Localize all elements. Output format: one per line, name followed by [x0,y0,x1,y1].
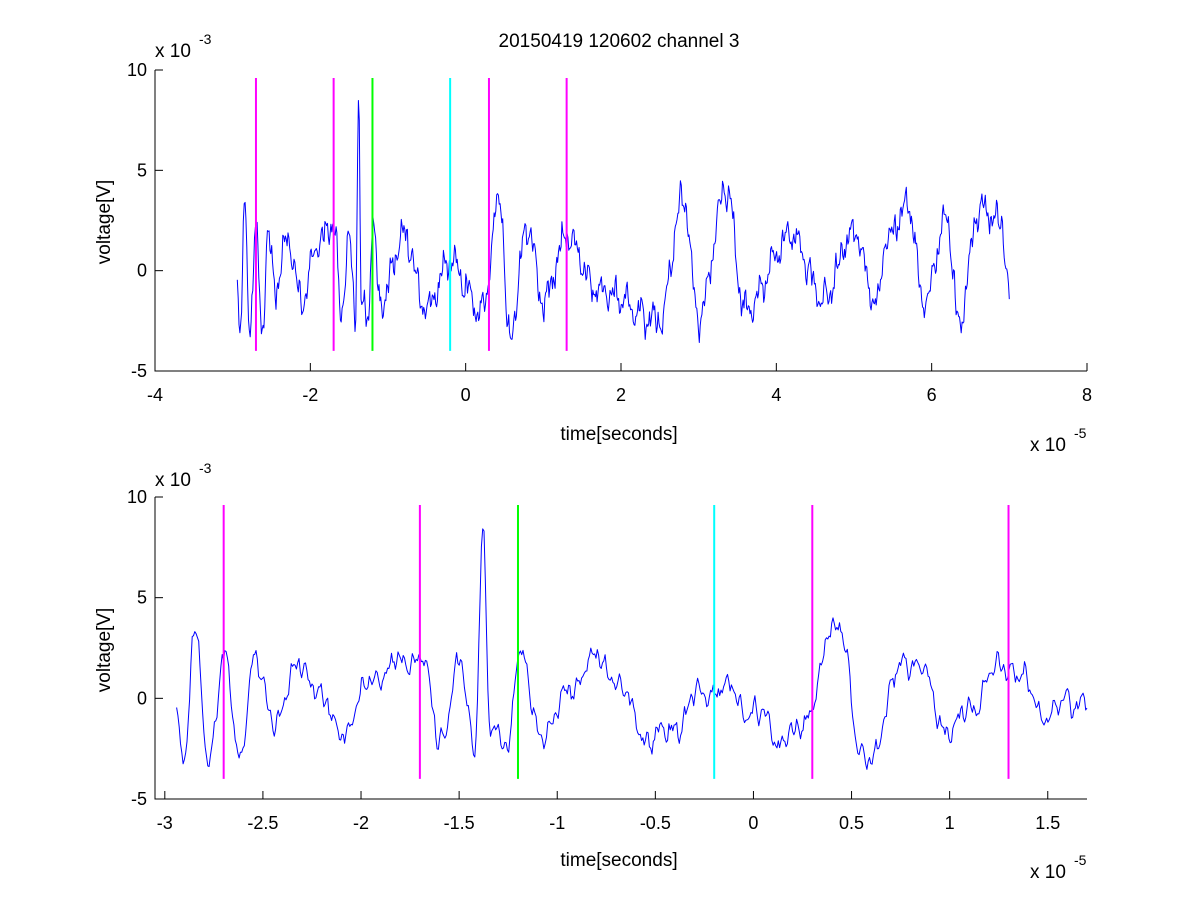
bottom-x-axis-label: time[seconds] [560,850,677,871]
bottom-x-tick-label: -0.5 [640,813,671,833]
top-x-tick-label: 8 [1082,385,1092,405]
top-x-tick-label: 4 [771,385,781,405]
top-x-tick-label: -2 [302,385,318,405]
top-plot-markers [254,78,568,351]
bottom-axis-lines [154,497,1087,800]
bottom-y-exponent-power: -3 [199,460,212,476]
top-x-axis-label: time[seconds] [560,424,677,445]
bottom-y-axis-label: voltage[V] [94,608,115,693]
bottom-signal-series [176,528,1088,770]
top-x-exponent: x 10 -5 [1030,425,1087,456]
top-y-tick-label: 0 [137,261,147,281]
top-y-axis-label: voltage[V] [94,180,115,265]
top-plot-ticks: -4 -2 0 2 4 6 8 -5 0 5 10 [127,60,1092,405]
bottom-y-tick-label: 5 [137,588,147,608]
top-y-exponent: x 10 -3 [155,31,212,62]
top-x-tick-label: 6 [927,385,937,405]
bottom-x-tick-label: -2 [353,813,369,833]
bottom-plot-lines [176,528,1088,770]
bottom-x-tick-label: 0 [748,813,758,833]
bottom-y-tick-label: 10 [127,487,147,507]
top-x-tick-label: 0 [461,385,471,405]
bottom-plot-markers [222,505,1010,779]
bottom-x-tick-label: 1 [945,813,955,833]
top-x-tick-label: 2 [616,385,626,405]
bottom-x-tick-label: 0.5 [839,813,864,833]
bottom-x-exponent-power: -5 [1074,852,1087,868]
bottom-x-tick-label: -3 [157,813,173,833]
top-x-exponent-base: x 10 [1030,435,1066,456]
top-y-tick-label: 5 [137,160,147,180]
top-y-tick-label: -5 [131,361,147,381]
bottom-x-tick-label: -2.5 [247,813,278,833]
top-plot: 20150419 120602 channel 3 -4 -2 0 2 4 6 8 -5 0 5 1… [94,31,1092,456]
bottom-plot-axes [154,497,1087,800]
top-x-tick-label: -4 [147,385,163,405]
top-y-exponent-base: x 10 [155,41,191,62]
bottom-y-tick-label: 0 [137,688,147,708]
chart-title: 20150419 120602 channel 3 [499,31,740,52]
bottom-x-exponent: x 10 -5 [1030,852,1087,883]
bottom-plot-ticks: -3 -2.5 -2 -1.5 -1 -0.5 0 0.5 1 1.5 -5 0 5 10 [127,487,1060,833]
bottom-x-exponent-base: x 10 [1030,862,1066,883]
top-y-tick-label: 10 [127,60,147,80]
bottom-x-tick-label: -1.5 [444,813,475,833]
top-plot-lines [236,100,1010,343]
bottom-x-tick-label: -1 [549,813,565,833]
top-signal-series [236,100,1010,343]
bottom-plot: -3 -2.5 -2 -1.5 -1 -0.5 0 0.5 1 1.5 -5 0 5 10 time[se… [94,460,1088,883]
bottom-y-exponent: x 10 -3 [155,460,212,491]
bottom-y-tick-label: -5 [131,789,147,809]
bottom-y-exponent-base: x 10 [155,470,191,491]
top-x-exponent-power: -5 [1074,425,1087,441]
bottom-x-tick-label: 1.5 [1035,813,1060,833]
top-y-exponent-power: -3 [199,31,212,47]
